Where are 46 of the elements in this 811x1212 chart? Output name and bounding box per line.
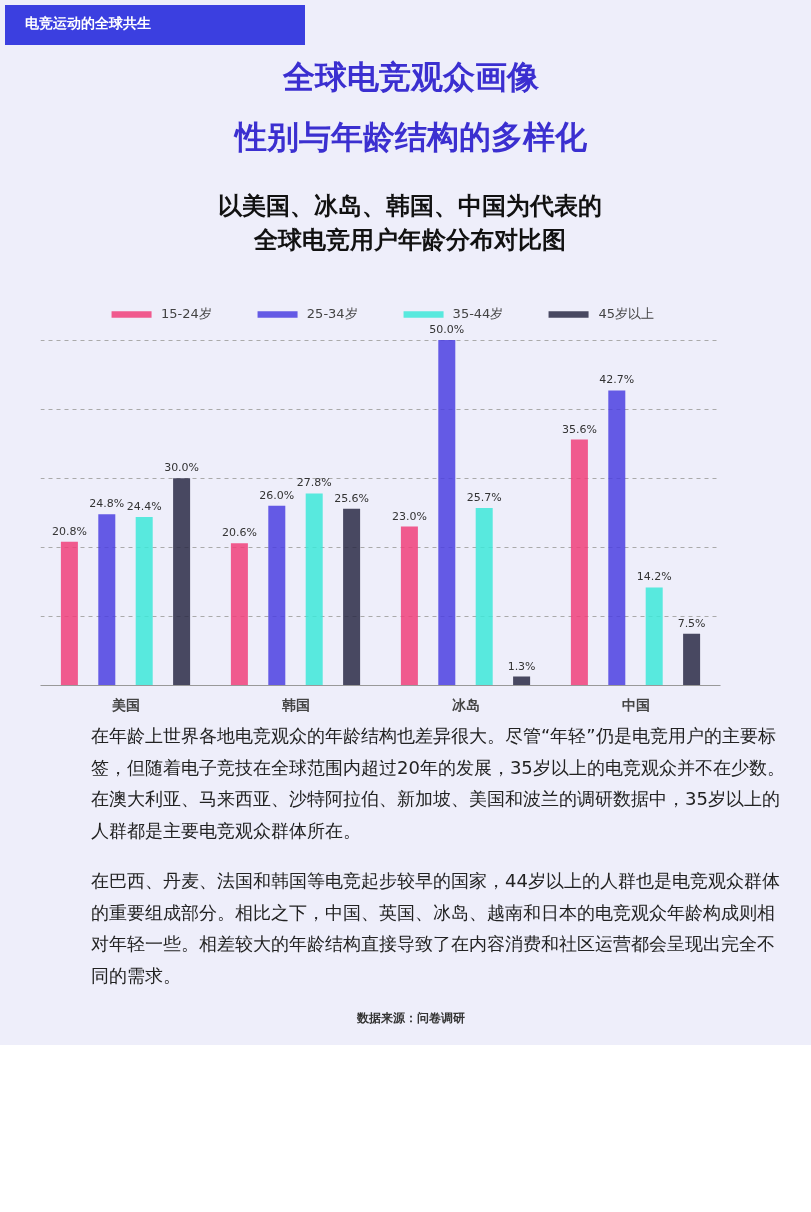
chart-title: 以美国、冰岛、韩国、中国为代表的全球电竞用户年龄分布对比图 [217,191,603,256]
x-tick-label: 韩国 [280,696,310,713]
data-label: 42.7% [599,373,635,387]
text: 电竞运动的全球共生 [25,14,151,33]
data-label: 26.0% [259,488,295,502]
bar [268,505,286,686]
data-label: 25.6% [334,491,370,505]
legend-label: 15-24岁 [161,305,212,323]
data-label: 20.8% [51,524,87,538]
bar [438,340,456,686]
bar [475,507,493,686]
data-label: 35.6% [561,422,597,436]
data-label: 23.0% [391,509,427,523]
text: 在巴西、丹麦、法国和韩国等电竞起步较早的国家，44岁以上的人群也是电竞观众群体的重要组成部分。相比之下，中国、英国、冰岛、越南和日本的电竞观众年龄构成则相对年轻一些。相差较大的年龄结构直接导致了在内容消费和社区运营都会呈现出完全不同的需求。 [91,869,781,988]
data-label: 50.0% [429,323,465,337]
legend-label: 25-34岁 [306,305,358,323]
bar [683,633,701,686]
bar [305,493,323,686]
x-tick-label: 中国 [621,696,650,713]
bar [608,390,626,686]
bar [400,526,418,686]
data-label: 14.2% [636,570,672,584]
bar [173,478,191,686]
legend-label: 35-44岁 [452,305,504,323]
bar [98,514,116,686]
legend-label: 45岁以上 [598,305,654,323]
x-tick-label: 美国 [110,696,140,713]
data-label: 25.7% [466,490,502,504]
bar [343,508,361,686]
bar [135,516,153,686]
data-label: 20.6% [221,526,257,540]
data-label: 24.8% [89,497,125,511]
text: 性别与年龄结构的多样化 [233,117,588,158]
bar [60,541,78,686]
bar [570,439,588,686]
data-label: 24.4% [126,499,162,513]
x-tick-label: 冰岛 [451,696,480,713]
text: 在年龄上世界各地电竞观众的年龄结构也差异很大。尽管“年轻”仍是电竞用户的主要标签，但随着电子竞技在全球范围内超过20年的发展，35岁以上的电竞观众并不在少数。在澳大利亚、马来西亚、沙特阿拉伯、新加坡、美国和波兰的调研数据中，35岁以上的人群都是主要电竞观众群体所在。 [91,724,786,843]
data-label: 27.8% [296,476,332,490]
data-label: 1.3% [507,659,536,673]
bar [645,587,663,686]
bar [230,543,248,686]
data-label: 30.0% [164,461,200,475]
text: 全球电竞观众画像 [281,57,540,98]
source-note: 数据来源：问卷调研 [355,1010,466,1027]
data-label: 7.5% [677,616,706,630]
